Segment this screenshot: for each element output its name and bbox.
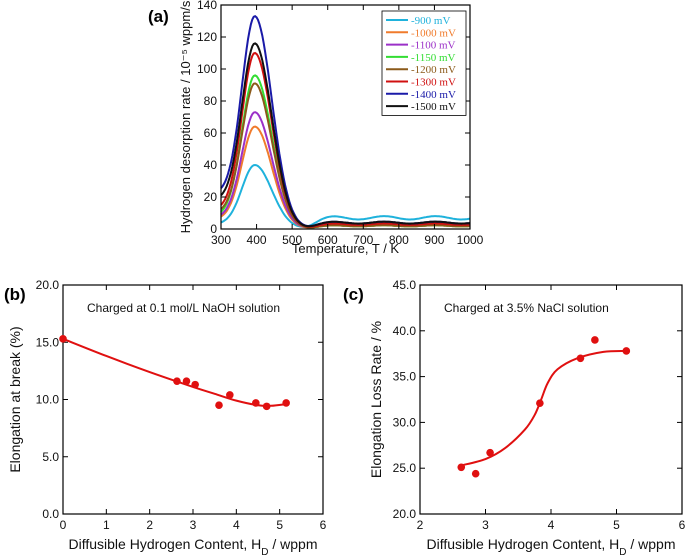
panel-b-fit-curve xyxy=(62,337,287,407)
panel-c-y-tick-label: 25.0 xyxy=(393,461,417,475)
panel-c-data-point xyxy=(622,347,631,355)
panel-b-data-point xyxy=(252,399,260,407)
panel-a-label: (a) xyxy=(148,7,169,26)
panel-c-data-point xyxy=(486,448,494,457)
panel-a-y-tick-label: 60 xyxy=(204,126,218,140)
panel-a-legend-entry: -1000 mV xyxy=(411,27,456,39)
panel-a-legend-entry: -1150 mV xyxy=(411,52,456,64)
panel-b-data-point xyxy=(59,335,67,343)
panel-c-label: (c) xyxy=(343,285,364,304)
panel-a-y-tick-label: 140 xyxy=(197,0,217,12)
panel-a-x-tick-label: 800 xyxy=(389,233,409,247)
panel-a-x-tick-label: 400 xyxy=(247,233,267,247)
panel-b-annotation: Charged at 0.1 mol/L NaOH solution xyxy=(87,301,280,315)
panel-b-x-tick-label: 4 xyxy=(233,518,240,532)
panel-c-y-tick-label: 45.0 xyxy=(393,278,417,292)
panel-a-legend-entry: -900 mV xyxy=(411,15,450,27)
panel-c-x-axis-label-unit: / wppm xyxy=(626,536,675,552)
panel-a-series-line-1 xyxy=(220,125,471,229)
panel-a-series-line-4 xyxy=(220,82,471,229)
panel-b-x-axis-label-unit: / wppm xyxy=(268,536,317,552)
panel-c-y-tick-label: 35.0 xyxy=(393,370,417,384)
panel-c-x-tick-label: 2 xyxy=(417,518,424,532)
panel-a-legend-entry: -1500 mV xyxy=(411,101,456,113)
panel-b-x-axis-label: Diffusible Hydrogen Content, HD / wppm xyxy=(69,536,318,555)
panel-c-data-point xyxy=(576,354,585,363)
panel-b-data-point xyxy=(282,399,290,407)
panel-c-x-axis-label-subscript: D xyxy=(619,547,626,555)
panel-a-legend-entry: -1300 mV xyxy=(411,77,456,89)
panel-a-legend-box xyxy=(381,10,467,116)
panel-a-x-tick-label: 900 xyxy=(424,233,444,247)
panel-c-fit-curve xyxy=(461,349,627,467)
panel-a-series-line-0 xyxy=(220,163,471,228)
panel-b-data-point xyxy=(191,380,199,389)
panel-b-label: (b) xyxy=(4,285,26,304)
panel-b-y-tick-label: 0.0 xyxy=(42,507,59,521)
panel-a-x-tick-label: 500 xyxy=(282,233,302,247)
panel-c-x-axis-label-main: Diffusible Hydrogen Content, H xyxy=(427,536,620,552)
panel-a-y-tick-label: 40 xyxy=(204,158,218,172)
panel-c-x-tick-label: 4 xyxy=(548,518,555,532)
panel-a-y-tick-label: 80 xyxy=(204,94,218,108)
panel-b-x-tick-label: 5 xyxy=(276,518,283,532)
panel-a-x-tick-label: 1000 xyxy=(457,233,484,247)
panel-a-legend-entry: -1100 mV xyxy=(411,40,456,52)
panel-a-x-tick-label: 700 xyxy=(353,233,373,247)
panel-c-elongation-loss-chart: (c) 2 3 4 5 6 20.0 25.0 30.0 35.0 40.0 45.0 Charg… xyxy=(343,278,685,555)
panel-c-data-point xyxy=(471,469,480,478)
panel-b-data-point xyxy=(182,377,191,385)
panel-c-x-tick-label: 3 xyxy=(482,518,489,532)
panel-c-plot-frame xyxy=(419,284,683,515)
panel-c-y-tick-label: 20.0 xyxy=(393,507,417,521)
panel-b-x-tick-label: 1 xyxy=(103,518,110,532)
panel-c-x-tick-label: 5 xyxy=(613,518,620,532)
panel-a-plot-frame xyxy=(220,4,471,230)
panel-c-x-tick-label: 6 xyxy=(679,518,685,532)
panel-b-data-point xyxy=(173,377,181,385)
panel-b-plot-frame xyxy=(62,284,324,515)
panel-b-data-point xyxy=(262,402,271,411)
panel-a-y-tick-label: 0 xyxy=(210,222,217,236)
panel-b-x-tick-label: 3 xyxy=(190,518,197,532)
panel-a-legend-entry: -1400 mV xyxy=(411,89,456,101)
panel-b-y-tick-label: 10.0 xyxy=(36,393,60,407)
panel-a-x-tick-label: 600 xyxy=(318,233,338,247)
panel-a-y-tick-label: 20 xyxy=(204,190,218,204)
panel-b-x-axis-label-main: Diffusible Hydrogen Content, H xyxy=(69,536,262,552)
panel-a-y-tick-label: 100 xyxy=(197,62,217,76)
panel-a-series-line-7 xyxy=(220,42,471,228)
panel-b-x-tick-label: 6 xyxy=(320,518,327,532)
panel-b-data-point xyxy=(226,391,234,399)
panel-a-desorption-chart: (a) 300 400 500 600 700 800 900 1000 0 20 40 60 80 1… xyxy=(148,0,484,256)
panel-c-y-axis-label: Elongation Loss Rate / % xyxy=(368,321,384,478)
panel-c-x-axis-label: Diffusible Hydrogen Content, HD / wppm xyxy=(427,536,676,555)
panel-b-x-tick-label: 0 xyxy=(60,518,67,532)
panel-a-series-line-5 xyxy=(220,51,471,228)
panel-b-data-point xyxy=(215,401,223,410)
panel-b-x-axis-label-subscript: D xyxy=(261,547,268,555)
panel-a-legend: -900 mV-1000 mV-1100 mV-1150 mV-1200 mV-… xyxy=(381,10,467,116)
panel-b-y-axis-label: Elongation at break (%) xyxy=(7,326,23,472)
panel-c-annotation: Charged at 3.5% NaCl solution xyxy=(444,301,609,315)
panel-a-x-tick-label: 300 xyxy=(211,233,231,247)
panel-b-x-tick-label: 2 xyxy=(146,518,153,532)
panel-c-y-tick-label: 30.0 xyxy=(393,415,417,429)
panel-a-y-axis-label: Hydrogen desorption rate / 10⁻⁵ wppm/s xyxy=(178,0,193,233)
panel-b-y-tick-label: 5.0 xyxy=(42,450,59,464)
panel-c-data-point xyxy=(536,399,544,407)
panel-b-y-tick-label: 15.0 xyxy=(36,335,60,349)
panel-a-y-tick-label: 120 xyxy=(197,30,217,44)
panel-c-y-tick-label: 40.0 xyxy=(393,324,417,338)
panel-a-legend-entry: -1200 mV xyxy=(411,64,456,76)
panel-c-data-point xyxy=(457,463,466,472)
panel-b-y-tick-label: 20.0 xyxy=(36,278,60,292)
panel-a-x-axis-label: Temperature, T / K xyxy=(292,241,400,256)
panel-c-data-point xyxy=(591,336,599,344)
panel-b-elongation-chart: (b) 0 1 2 3 4 5 6 0.0 5.0 10.0 15.0 20.0 Charged a… xyxy=(4,278,327,555)
